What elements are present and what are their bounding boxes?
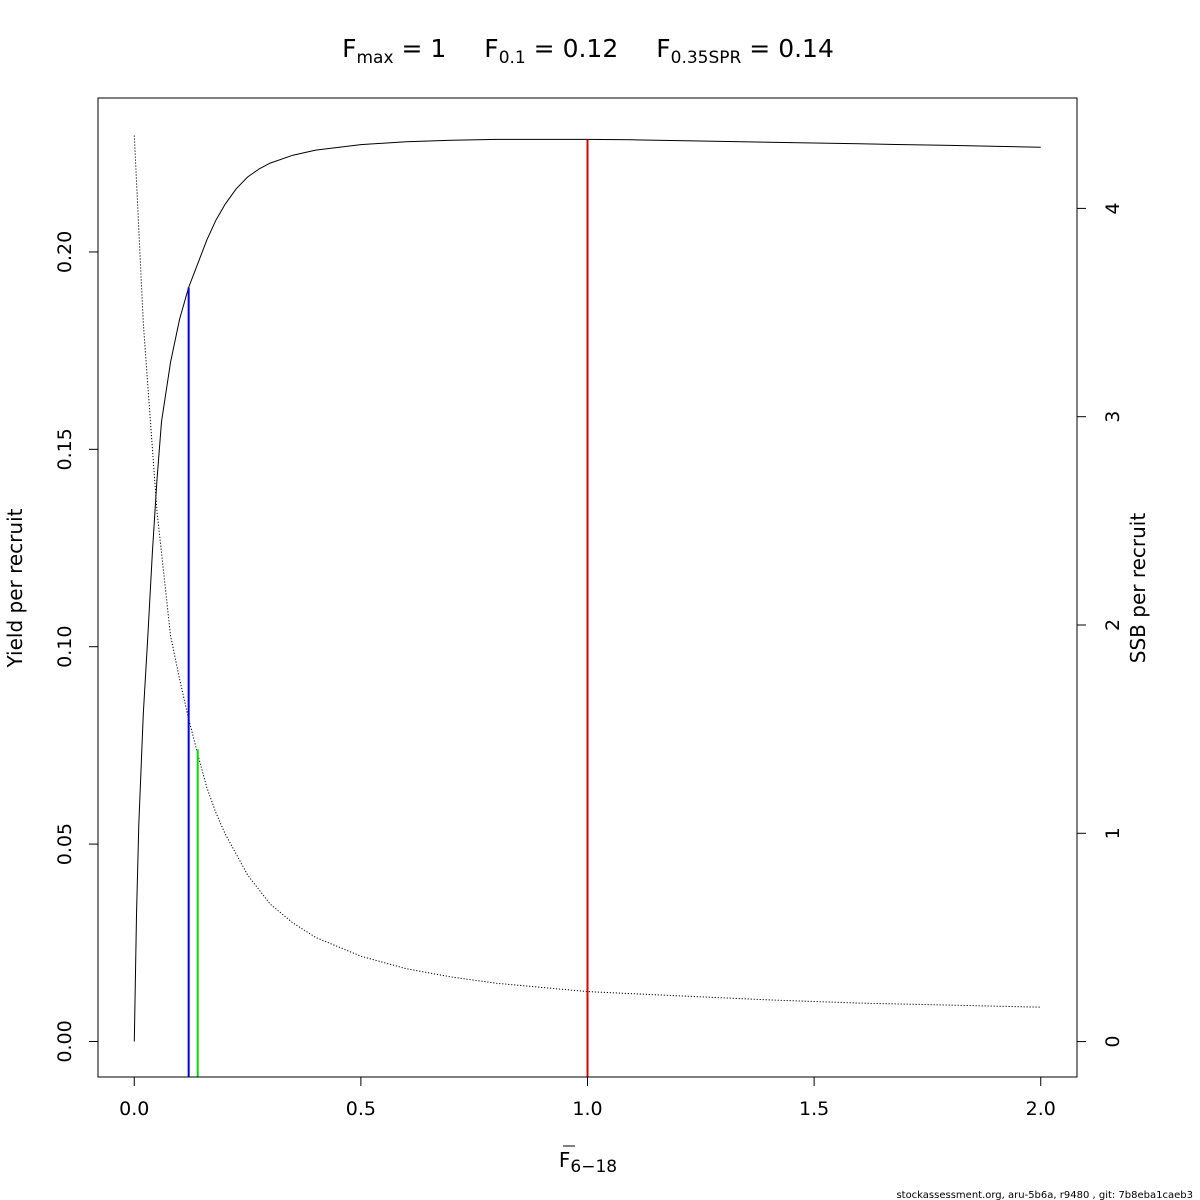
x-tick-label: 1.5 [799, 1098, 829, 1120]
y2-tick-label: 3 [1102, 411, 1124, 423]
y-axis-right: 0 1 2 3 4 [1076, 202, 1124, 1048]
y2-axis-label: SSB per recruit [1126, 513, 1150, 664]
y2-tick-label: 1 [1102, 827, 1124, 839]
title-subscript: 0.1 [499, 48, 526, 68]
y2-tick-label: 2 [1102, 619, 1124, 631]
chart-title: Fmax = 1 F0.1 = 0.12 F0.35SPR = 0.14 [342, 34, 834, 68]
title-symbol: F [484, 34, 498, 63]
x-tick-label: 1.0 [572, 1098, 602, 1120]
yield-per-recruit-curve [133, 138, 1041, 1042]
y-axis-left: 0.00 0.05 0.10 0.15 0.20 [54, 231, 99, 1063]
title-symbol: F [656, 34, 670, 63]
title-text: Fmax = 1 F0.1 = 0.12 F0.35SPR = 0.14 [342, 34, 834, 68]
y-tick-label: 0.20 [54, 231, 76, 273]
x-axis: 0.0 0.5 1.0 1.5 2.0 [119, 1076, 1056, 1120]
x-axis-label-text: F6−18 [559, 1148, 617, 1177]
x-tick-label: 2.0 [1026, 1098, 1056, 1120]
y-tick-label: 0.10 [54, 626, 76, 668]
title-subscript: 0.35SPR [671, 48, 742, 68]
title-subscript: max [357, 48, 394, 68]
x-tick-label: 0.0 [119, 1098, 149, 1120]
x-axis-label: F6−18 [559, 1145, 617, 1177]
y2-tick-label: 0 [1102, 1036, 1124, 1048]
title-value: = 1 [394, 34, 447, 63]
title-value: = 0.12 [526, 34, 619, 63]
x-label-symbol: F [559, 1148, 571, 1172]
x-label-subscript: 6−18 [570, 1157, 617, 1177]
title-symbol: F [342, 34, 356, 63]
reference-lines [187, 139, 589, 1077]
y2-tick-label: 4 [1102, 202, 1124, 214]
y-tick-label: 0.15 [54, 428, 76, 470]
series-layer [133, 135, 1041, 1042]
footer-text: stockassessment.org, aru-5b6a, r9480 , g… [896, 1190, 1193, 1200]
y-tick-label: 0.00 [54, 1020, 76, 1062]
y-axis-label: Yield per recruit [3, 508, 27, 668]
y-tick-label: 0.05 [54, 823, 76, 865]
title-value: = 0.14 [741, 34, 834, 63]
x-tick-label: 0.5 [346, 1098, 376, 1120]
